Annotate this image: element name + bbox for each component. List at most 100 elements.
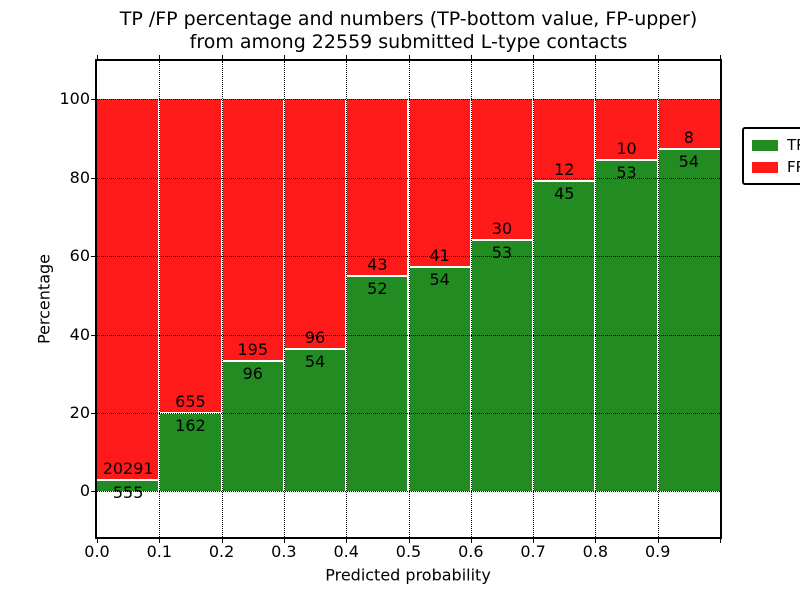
- bar-segment-tp: [222, 362, 283, 492]
- x-tick-top: [408, 55, 410, 59]
- x-tick-top: [595, 55, 597, 59]
- y-tick-label: 40: [69, 324, 90, 344]
- x-tick-label: 0.0: [84, 542, 110, 561]
- x-tick-label: 0.2: [208, 542, 235, 561]
- x-tick-top: [720, 55, 721, 59]
- bar-label-tp: 53: [491, 242, 513, 262]
- bar-label-tp: 54: [678, 151, 700, 171]
- v-gridline: [159, 61, 161, 537]
- x-tick-label: 0.5: [395, 542, 422, 561]
- x-tick-bottom: [595, 539, 597, 543]
- x-tick-label: 0.6: [458, 542, 484, 561]
- y-tick-label: 20: [69, 402, 90, 422]
- x-tick-bottom: [408, 539, 410, 543]
- y-tick: [91, 412, 95, 414]
- plot-inner: 20291 555 655 162 195 96 96 54 43 52 41 54 30 53 12 45 1…: [97, 61, 720, 537]
- x-tick-bottom: [159, 539, 161, 543]
- bar-segment-fp: [596, 99, 657, 162]
- bar-segment-tp: [347, 276, 408, 492]
- x-tick-top: [657, 55, 659, 59]
- x-tick-label: 0.7: [520, 542, 546, 561]
- bar-label-tp: 555: [112, 483, 144, 503]
- bar-label-fp: 41: [429, 246, 450, 266]
- bar-label-fp: 655: [175, 391, 206, 411]
- v-gridline: [657, 61, 659, 537]
- bar-segment-tp: [658, 149, 720, 492]
- bar-segment-tp: [596, 161, 657, 492]
- v-gridline: [221, 61, 223, 537]
- bar-segment-fp: [658, 99, 720, 150]
- y-tick-label: 80: [69, 167, 90, 187]
- x-tick-top: [221, 55, 223, 59]
- x-tick-label: 0.3: [271, 542, 297, 561]
- x-tick-bottom: [470, 539, 472, 543]
- bar-segment-fp: [347, 99, 408, 277]
- bar-label-fp: 43: [367, 254, 388, 274]
- y-tick: [91, 491, 95, 493]
- legend-swatch-fp-icon: [752, 161, 778, 173]
- legend-label-tp: TP: [787, 136, 800, 154]
- x-tick-bottom: [346, 539, 348, 543]
- bar-label-fp: 10: [616, 139, 637, 159]
- bar-label-tp: 54: [429, 270, 450, 290]
- bar-segment-fp: [222, 99, 283, 363]
- bar-segment-tp: [160, 413, 221, 492]
- bar-label-tp: 162: [175, 415, 206, 435]
- bar-segment-fp: [471, 99, 533, 241]
- y-tick-label: 60: [69, 246, 90, 266]
- bar-segment-tp: [97, 481, 159, 492]
- x-tick-bottom: [657, 539, 659, 543]
- plot-area: 20291 555 655 162 195 96 96 54 43 52 41 54 30 53 12 45 1…: [95, 59, 800, 539]
- v-gridline: [470, 61, 472, 537]
- y-tick: [91, 334, 95, 336]
- chart-title-line2: from among 22559 submitted L-type contac…: [189, 31, 628, 53]
- bar-label-tp: 53: [616, 163, 637, 183]
- bar-label-fp: 195: [237, 340, 269, 360]
- legend-entry-tp: TP: [752, 135, 800, 155]
- bar-label-tp: 45: [554, 183, 575, 203]
- legend-swatch-tp-icon: [752, 139, 778, 151]
- x-tick-top: [283, 55, 285, 59]
- v-gridline: [595, 61, 597, 537]
- bar-segment-tp: [284, 350, 346, 492]
- bar-segment-tp: [409, 268, 470, 492]
- x-tick-bottom: [283, 539, 285, 543]
- bar-label-tp: 96: [242, 364, 263, 384]
- bar-segment-tp: [471, 240, 533, 492]
- x-tick-label: 0.9: [644, 542, 671, 561]
- chart-title-line1: TP /FP percentage and numbers (TP-bottom…: [119, 8, 698, 30]
- y-tick-label: 100: [59, 89, 90, 109]
- v-gridline: [346, 61, 348, 537]
- bar-segment-fp: [409, 99, 470, 269]
- v-gridline: [283, 61, 285, 537]
- x-tick-bottom: [97, 539, 98, 543]
- x-tick-label: 0.8: [582, 542, 609, 561]
- x-tick-bottom: [221, 539, 223, 543]
- bar-label-fp: 12: [554, 159, 575, 179]
- x-axis-label: Predicted probability: [325, 565, 491, 585]
- bar-label-fp: 96: [304, 328, 326, 348]
- legend: TP FP: [742, 127, 800, 185]
- x-tick-top: [533, 55, 535, 59]
- bar-segment-fp: [534, 99, 595, 182]
- bar-label-tp: 52: [367, 278, 388, 298]
- x-tick-bottom: [533, 539, 535, 543]
- bar-segment-fp: [97, 99, 159, 482]
- bar-label-fp: 30: [491, 218, 513, 238]
- y-tick: [91, 99, 95, 101]
- x-tick-bottom: [720, 539, 721, 543]
- x-tick-label: 0.1: [146, 542, 173, 561]
- v-gridline: [533, 61, 535, 537]
- bar-label-fp: 20291: [102, 459, 154, 479]
- chart-title: TP /FP percentage and numbers (TP-bottom…: [95, 8, 722, 54]
- y-tick-label: 0: [79, 481, 90, 501]
- x-tick-top: [97, 55, 98, 59]
- legend-label-fp: FP: [787, 158, 800, 176]
- y-tick: [91, 177, 95, 179]
- x-tick-top: [159, 55, 161, 59]
- legend-entry-fp: FP: [752, 157, 800, 177]
- x-tick-label: 0.4: [333, 542, 359, 561]
- v-gridline: [408, 61, 410, 537]
- bar-label-tp: 54: [304, 352, 326, 372]
